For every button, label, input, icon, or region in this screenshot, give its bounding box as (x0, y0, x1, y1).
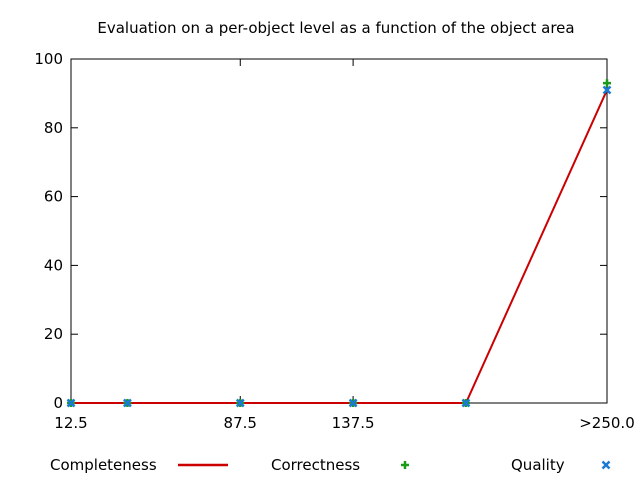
plot-frame (70, 58, 608, 404)
legend-key-correctness (401, 461, 409, 469)
y-tick-label: 80 (44, 119, 63, 137)
axis-ticks: 0 20 40 60 80 100 12.5 87.5 137.5 >250.0 (34, 50, 634, 432)
y-tick-label: 60 (44, 188, 63, 206)
x-tick-label: 87.5 (224, 414, 257, 432)
completeness-line (71, 89, 608, 404)
y-tick-label: 0 (53, 394, 63, 412)
y-tick-label: 40 (44, 256, 63, 274)
quality-point (235, 398, 245, 408)
y-tick-label: 100 (34, 50, 63, 68)
quality-point (123, 398, 132, 408)
chart-title: Evaluation on a per-object level as a fu… (97, 19, 574, 37)
y-tick-label: 20 (44, 325, 63, 343)
quality-point (602, 85, 612, 95)
quality-point (348, 398, 358, 408)
legend-label-quality: Quality (511, 456, 565, 474)
legend: Completeness Correctness Quality (50, 456, 611, 474)
correctness-point (603, 79, 611, 88)
quality-point (66, 398, 76, 408)
quality-point (461, 398, 471, 408)
x-tick-label: 137.5 (332, 414, 375, 432)
x-tick-label: 12.5 (54, 414, 87, 432)
legend-label-correctness: Correctness (271, 456, 360, 474)
legend-key-quality (601, 460, 611, 470)
legend-label-completeness: Completeness (50, 456, 157, 474)
x-tick-label: >250.0 (579, 414, 635, 432)
series-layer (66, 79, 612, 408)
